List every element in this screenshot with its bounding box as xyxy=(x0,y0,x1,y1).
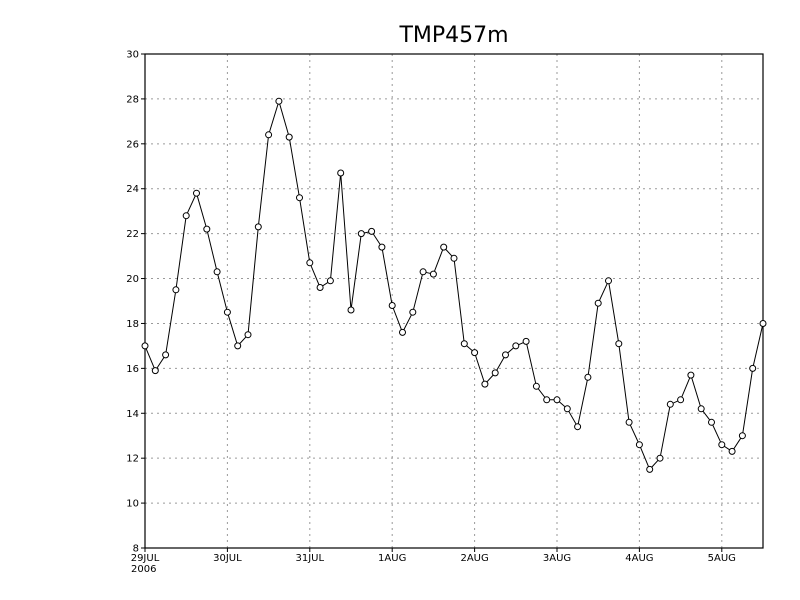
data-point xyxy=(203,225,211,233)
grid-lines xyxy=(145,54,763,548)
y-tick-label: 24 xyxy=(126,184,139,195)
y-tick-label: 12 xyxy=(126,454,139,465)
data-point xyxy=(543,396,551,404)
y-tick-label: 28 xyxy=(126,94,139,105)
y-tick-label: 22 xyxy=(126,229,139,240)
data-point xyxy=(460,340,468,348)
data-point xyxy=(316,284,324,291)
x-tick-label: 31JUL xyxy=(296,553,325,564)
data-point xyxy=(749,364,757,372)
y-tick-label: 26 xyxy=(126,139,139,150)
data-point xyxy=(677,396,685,404)
data-point xyxy=(635,441,643,449)
data-point xyxy=(584,373,592,381)
data-point xyxy=(254,223,262,231)
data-point xyxy=(646,465,654,473)
chart-title: TMP457m xyxy=(398,23,508,48)
x-tick-sublabel: 2006 xyxy=(131,564,156,575)
data-point xyxy=(532,382,540,390)
data-point xyxy=(162,351,170,359)
y-axis: 8 10 12 14 16 18 20 22 24 26 28 30 xyxy=(126,50,145,555)
y-tick-label: 18 xyxy=(126,319,139,330)
data-point xyxy=(234,342,242,350)
data-point xyxy=(357,230,365,238)
data-point xyxy=(697,405,705,413)
data-point xyxy=(512,342,520,350)
data-point xyxy=(244,331,252,339)
data-point xyxy=(182,212,190,220)
x-tick-label: 5AUG xyxy=(708,553,736,564)
data-point xyxy=(378,243,386,251)
data-point xyxy=(223,308,231,316)
y-tick-label: 8 xyxy=(133,544,139,555)
data-point xyxy=(738,432,746,440)
data-point xyxy=(440,243,448,251)
data-point xyxy=(563,405,571,413)
data-point xyxy=(471,349,479,357)
y-tick-label: 10 xyxy=(126,499,139,510)
data-point xyxy=(265,131,273,139)
series-line xyxy=(144,99,764,471)
data-point xyxy=(666,400,674,408)
x-tick-label: 30JUL xyxy=(213,553,242,564)
data-points xyxy=(141,97,767,473)
data-point xyxy=(347,306,355,314)
data-point xyxy=(172,286,180,294)
data-point xyxy=(193,189,200,197)
data-point xyxy=(522,337,530,345)
data-point xyxy=(718,441,726,449)
data-point xyxy=(429,270,437,278)
y-tick-label: 14 xyxy=(126,409,139,420)
data-point xyxy=(306,259,314,267)
data-point xyxy=(296,194,303,202)
data-point xyxy=(491,369,499,377)
x-tick-label: 4AUG xyxy=(625,553,653,564)
data-point xyxy=(615,340,623,348)
plot-frame xyxy=(144,53,764,549)
data-point xyxy=(656,454,664,462)
data-point xyxy=(594,299,602,307)
data-point xyxy=(388,302,396,309)
y-tick-label: 20 xyxy=(126,274,139,285)
data-point xyxy=(409,308,417,316)
x-tick-label: 3AUG xyxy=(543,553,571,564)
data-point xyxy=(625,418,633,426)
data-point xyxy=(553,396,561,404)
data-point xyxy=(141,342,149,350)
data-point xyxy=(337,169,345,177)
data-point xyxy=(687,371,695,379)
data-point xyxy=(151,367,159,375)
data-point xyxy=(399,328,406,336)
y-tick-label: 16 xyxy=(126,364,139,375)
x-tick-label: 29JUL xyxy=(131,553,160,564)
y-tick-label: 30 xyxy=(126,50,139,61)
data-point xyxy=(759,320,767,327)
data-point xyxy=(502,351,509,359)
data-point xyxy=(285,133,293,141)
data-point xyxy=(213,268,221,276)
data-point xyxy=(574,423,582,431)
data-point xyxy=(605,277,612,285)
data-point xyxy=(326,277,334,285)
data-point xyxy=(450,254,458,262)
data-point xyxy=(368,227,376,235)
data-point xyxy=(728,447,736,455)
data-point xyxy=(419,268,427,276)
data-point xyxy=(481,380,489,388)
x-tick-label: 2AUG xyxy=(460,553,488,564)
x-tick-label: 1AUG xyxy=(378,553,406,564)
data-point xyxy=(275,97,283,105)
data-point xyxy=(708,418,715,426)
